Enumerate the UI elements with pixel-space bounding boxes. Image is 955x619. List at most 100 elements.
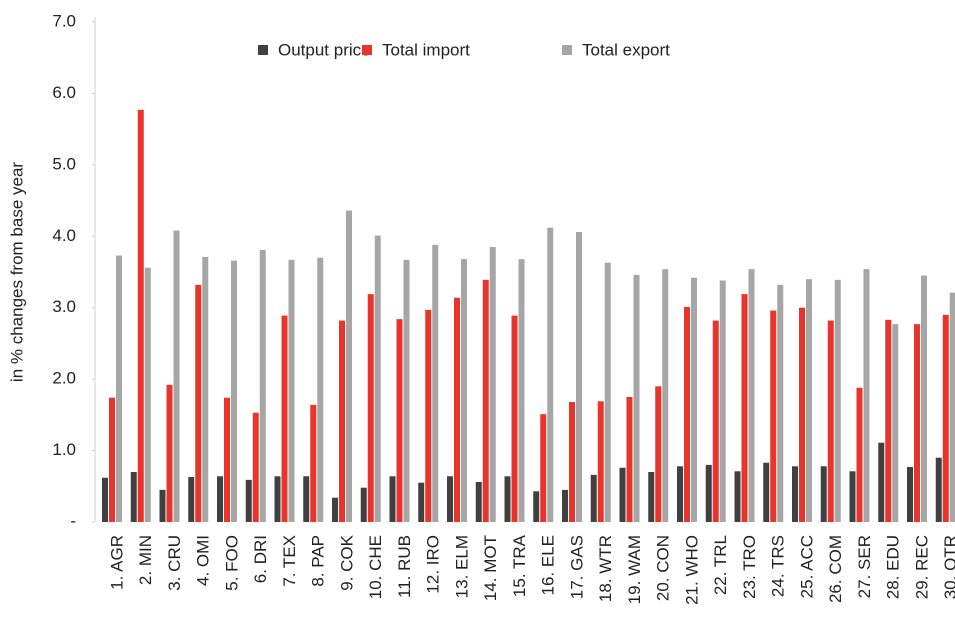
- bar: [748, 269, 755, 522]
- bar: [317, 257, 324, 522]
- bar: [892, 324, 899, 522]
- x-tick-label: 22. TRL: [711, 535, 730, 595]
- bar: [705, 464, 712, 522]
- bar: [590, 474, 597, 522]
- bar: [102, 477, 108, 522]
- bar: [288, 259, 295, 522]
- bar: [195, 284, 202, 522]
- x-tick-label: 1. AGR: [107, 535, 126, 590]
- bar: [655, 386, 662, 522]
- bar: [684, 307, 690, 522]
- bar: [245, 479, 252, 522]
- bar: [159, 489, 166, 522]
- bar: [799, 307, 805, 522]
- bar: [360, 487, 367, 522]
- bar: [863, 269, 870, 522]
- x-tick-label: 25. ACC: [797, 535, 816, 598]
- bar: [533, 491, 540, 522]
- x-tick-label: 30. OTR: [941, 535, 955, 599]
- y-tick-label: 7.0: [52, 11, 76, 30]
- legend-label: Total import: [382, 40, 470, 59]
- bar: [475, 482, 482, 522]
- x-tick-label: 28. EDU: [884, 535, 903, 599]
- x-tick-label: 20. CON: [654, 535, 673, 601]
- x-tick-label: 16. ELE: [539, 535, 558, 596]
- bar: [374, 235, 381, 523]
- bar: [834, 279, 841, 522]
- bar: [921, 275, 927, 522]
- bar: [389, 476, 396, 522]
- x-tick-label: 10. CHE: [366, 535, 385, 599]
- y-tick-label: 3.0: [52, 297, 76, 316]
- y-tick-label: 2.0: [52, 369, 76, 388]
- bar: [116, 255, 122, 523]
- bar: [454, 297, 460, 522]
- bar: [504, 476, 511, 522]
- bar: [547, 227, 554, 522]
- bar: [303, 476, 310, 522]
- bar: [367, 294, 374, 522]
- bar: [806, 279, 812, 522]
- bar: [878, 442, 885, 522]
- bar: [820, 466, 827, 522]
- bar: [144, 267, 151, 522]
- bar: [849, 471, 856, 522]
- bar: [489, 247, 496, 522]
- legend-label: Total export: [582, 40, 670, 59]
- legend-swatch: [258, 45, 268, 55]
- bar: [173, 230, 180, 523]
- legend-swatch: [562, 45, 572, 55]
- x-tick-label: 9. COK: [337, 534, 356, 590]
- x-tick-label: 3. CRU: [165, 535, 184, 591]
- bar: [770, 310, 777, 522]
- x-tick-label: 21. WHO: [682, 535, 701, 605]
- bar: [597, 401, 604, 522]
- bar: [949, 292, 955, 522]
- bar: [540, 414, 547, 522]
- x-tick-label: 11. RUB: [395, 535, 414, 598]
- bar: [346, 210, 352, 523]
- x-tick-label: 24. TRS: [769, 535, 788, 597]
- bar: [942, 314, 949, 522]
- bar: [224, 397, 230, 522]
- bar: [856, 387, 863, 522]
- bar: [763, 462, 770, 522]
- bar: [396, 319, 403, 522]
- x-tick-label: 18. WTR: [596, 535, 615, 602]
- bar: [777, 284, 784, 522]
- x-tick-label: 6. DRI: [251, 535, 270, 583]
- bar: [907, 467, 913, 522]
- legend-swatch: [362, 45, 372, 55]
- bar: [259, 249, 266, 522]
- bar: [425, 309, 432, 522]
- y-tick-label: -: [70, 511, 76, 530]
- bar: [626, 397, 633, 522]
- bar: [137, 109, 144, 522]
- x-tick-label: 4. OMI: [194, 535, 213, 586]
- y-tick-label: 6.0: [52, 83, 76, 102]
- bar: [741, 294, 748, 522]
- bar: [576, 232, 582, 522]
- bar: [482, 279, 489, 522]
- bar: [274, 476, 281, 522]
- legend-label: Output price: [278, 40, 371, 59]
- bar: [281, 315, 288, 522]
- bar: [403, 259, 410, 522]
- bar: [518, 259, 525, 522]
- x-tick-label: 27. SER: [855, 535, 874, 598]
- bar: [734, 471, 741, 522]
- bar: [677, 466, 683, 522]
- y-tick-label: 5.0: [52, 154, 76, 173]
- x-tick-label: 2. MIN: [136, 535, 155, 585]
- bar: [914, 324, 920, 522]
- bar: [109, 397, 115, 522]
- bar: [339, 320, 345, 522]
- bar: [662, 269, 669, 522]
- bar: [885, 319, 892, 522]
- bar: [604, 262, 611, 522]
- bar: [827, 320, 834, 522]
- bar: [310, 404, 317, 522]
- bar: [447, 476, 453, 522]
- bar: [719, 280, 726, 522]
- bar: [418, 482, 425, 522]
